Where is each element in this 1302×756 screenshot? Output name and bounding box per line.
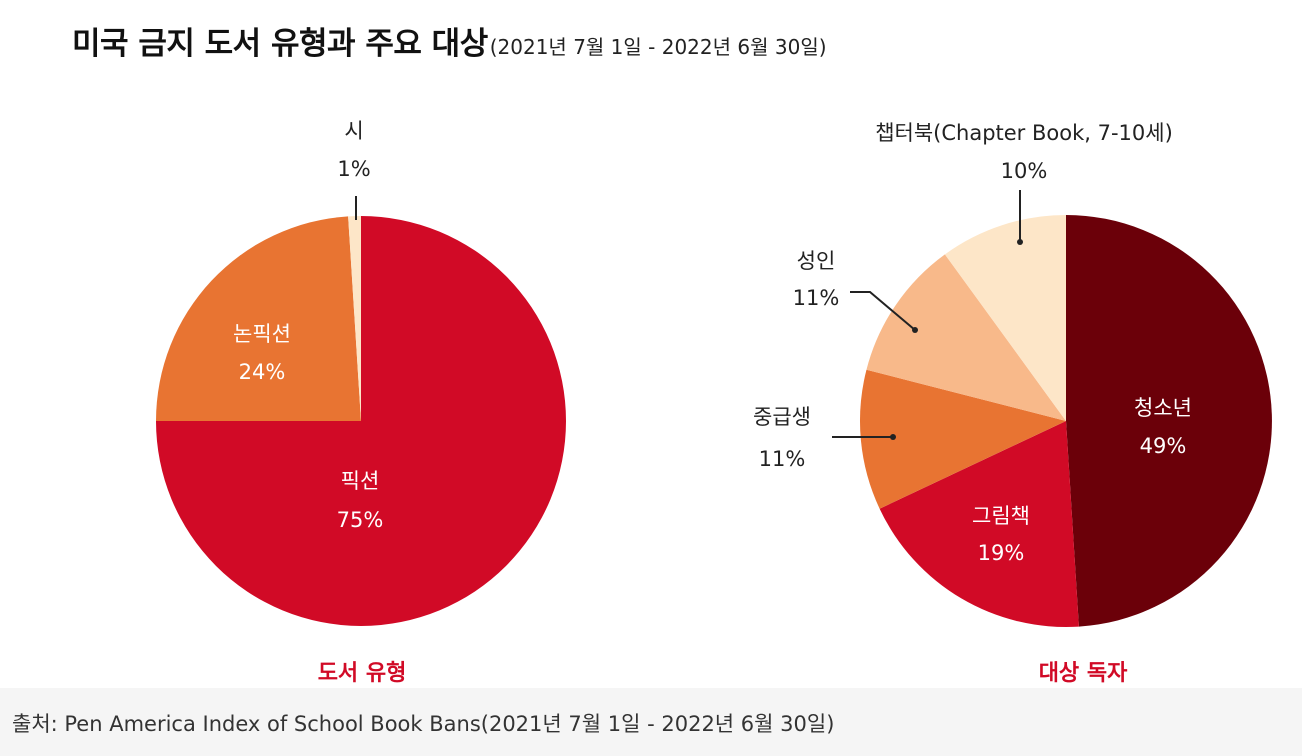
chart-title: 미국 금지 도서 유형과 주요 대상 (2021년 7월 1일 - 2022년 6… <box>72 18 827 63</box>
leader-dot-chapter-book <box>1017 239 1023 245</box>
slice-label-picture-book: 그림책 <box>972 504 1030 528</box>
slice-value-young-adult: 49% <box>1140 434 1187 458</box>
leader-dot-middle-grade <box>890 434 896 440</box>
slice-label-chapter-book: 챕터북(Chapter Book, 7-10세) <box>875 121 1173 145</box>
slice-value-picture-book: 19% <box>978 541 1025 565</box>
leader-dot-adult <box>912 327 918 333</box>
slice-label-young-adult: 청소년 <box>1134 396 1192 420</box>
footer: 출처: Pen America Index of School Book Ban… <box>0 688 1302 756</box>
pie-title-target-reader: 대상 독자 <box>1039 661 1128 686</box>
slice-value-fiction: 75% <box>337 508 384 532</box>
source-note: 출처: Pen America Index of School Book Ban… <box>12 712 835 736</box>
pie-slice-chapter-book <box>944 215 1066 421</box>
slice-label-nonfiction: 논픽션 <box>233 322 291 346</box>
pie-slice-adult <box>866 254 1066 421</box>
leader-line-adult <box>850 291 916 331</box>
pie-slice-poetry <box>348 215 361 421</box>
slice-label-fiction: 픽션 <box>341 469 380 493</box>
pie-slice-young-adult <box>1066 215 1272 627</box>
slice-value-poetry: 1% <box>337 157 370 181</box>
pie-slice-picture-book <box>879 421 1079 627</box>
title-date-range: (2021년 7월 1일 - 2022년 6월 30일) <box>489 35 827 59</box>
slice-value-middle-grade: 11% <box>759 447 806 471</box>
pie-slice-middle-grade <box>860 369 1066 509</box>
slice-label-poetry: 시 <box>344 119 363 143</box>
slice-label-adult: 성인 <box>797 249 836 273</box>
title-main: 미국 금지 도서 유형과 주요 대상 <box>72 26 488 62</box>
pie-charts: 픽션 75% 논픽션 24% 시 1% 도서 유형 청소년 49% 그림책 19… <box>156 119 1272 686</box>
pie-slice-nonfiction <box>156 216 361 421</box>
slice-label-middle-grade: 중급생 <box>753 405 811 429</box>
slice-value-nonfiction: 24% <box>239 360 286 384</box>
slice-value-adult: 11% <box>793 286 840 310</box>
pie-title-book-type: 도서 유형 <box>318 661 407 686</box>
pie-book-type: 픽션 75% 논픽션 24% 시 1% 도서 유형 <box>156 119 566 686</box>
slice-value-chapter-book: 10% <box>1001 159 1048 183</box>
pie-target-reader: 청소년 49% 그림책 19% 중급생 11% 성인 11% 챕터북(Chapt… <box>753 121 1272 686</box>
